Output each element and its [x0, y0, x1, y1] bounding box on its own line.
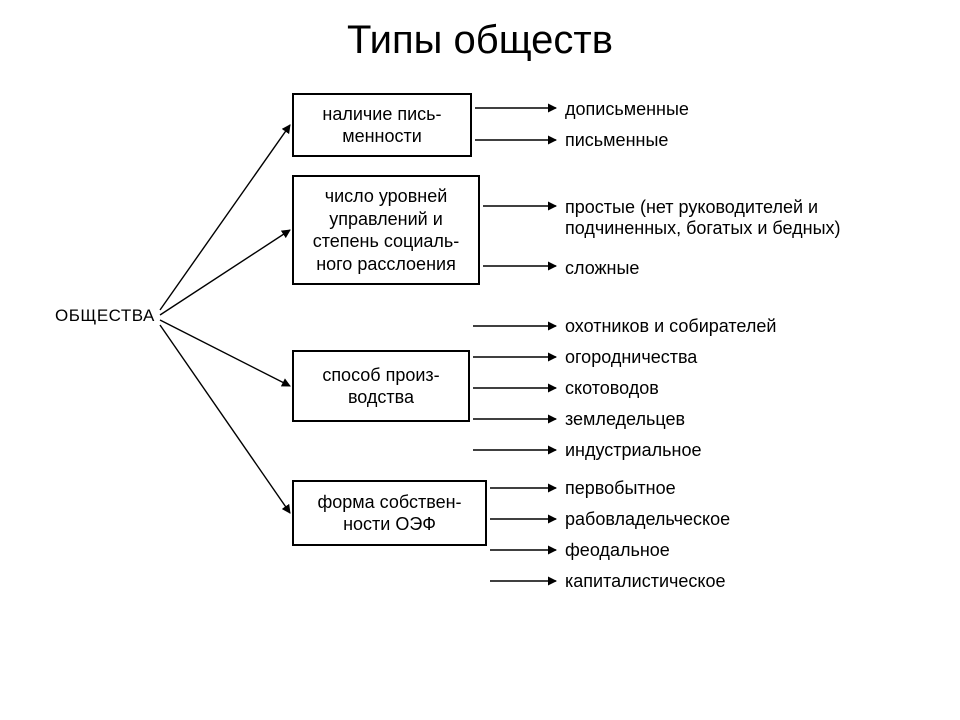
- diagram-container: Типы обществ ОБЩЕСТВА наличие пись-менно…: [0, 0, 960, 720]
- arrows-svg: [0, 0, 960, 720]
- arrow: [160, 230, 290, 315]
- arrow: [160, 125, 290, 310]
